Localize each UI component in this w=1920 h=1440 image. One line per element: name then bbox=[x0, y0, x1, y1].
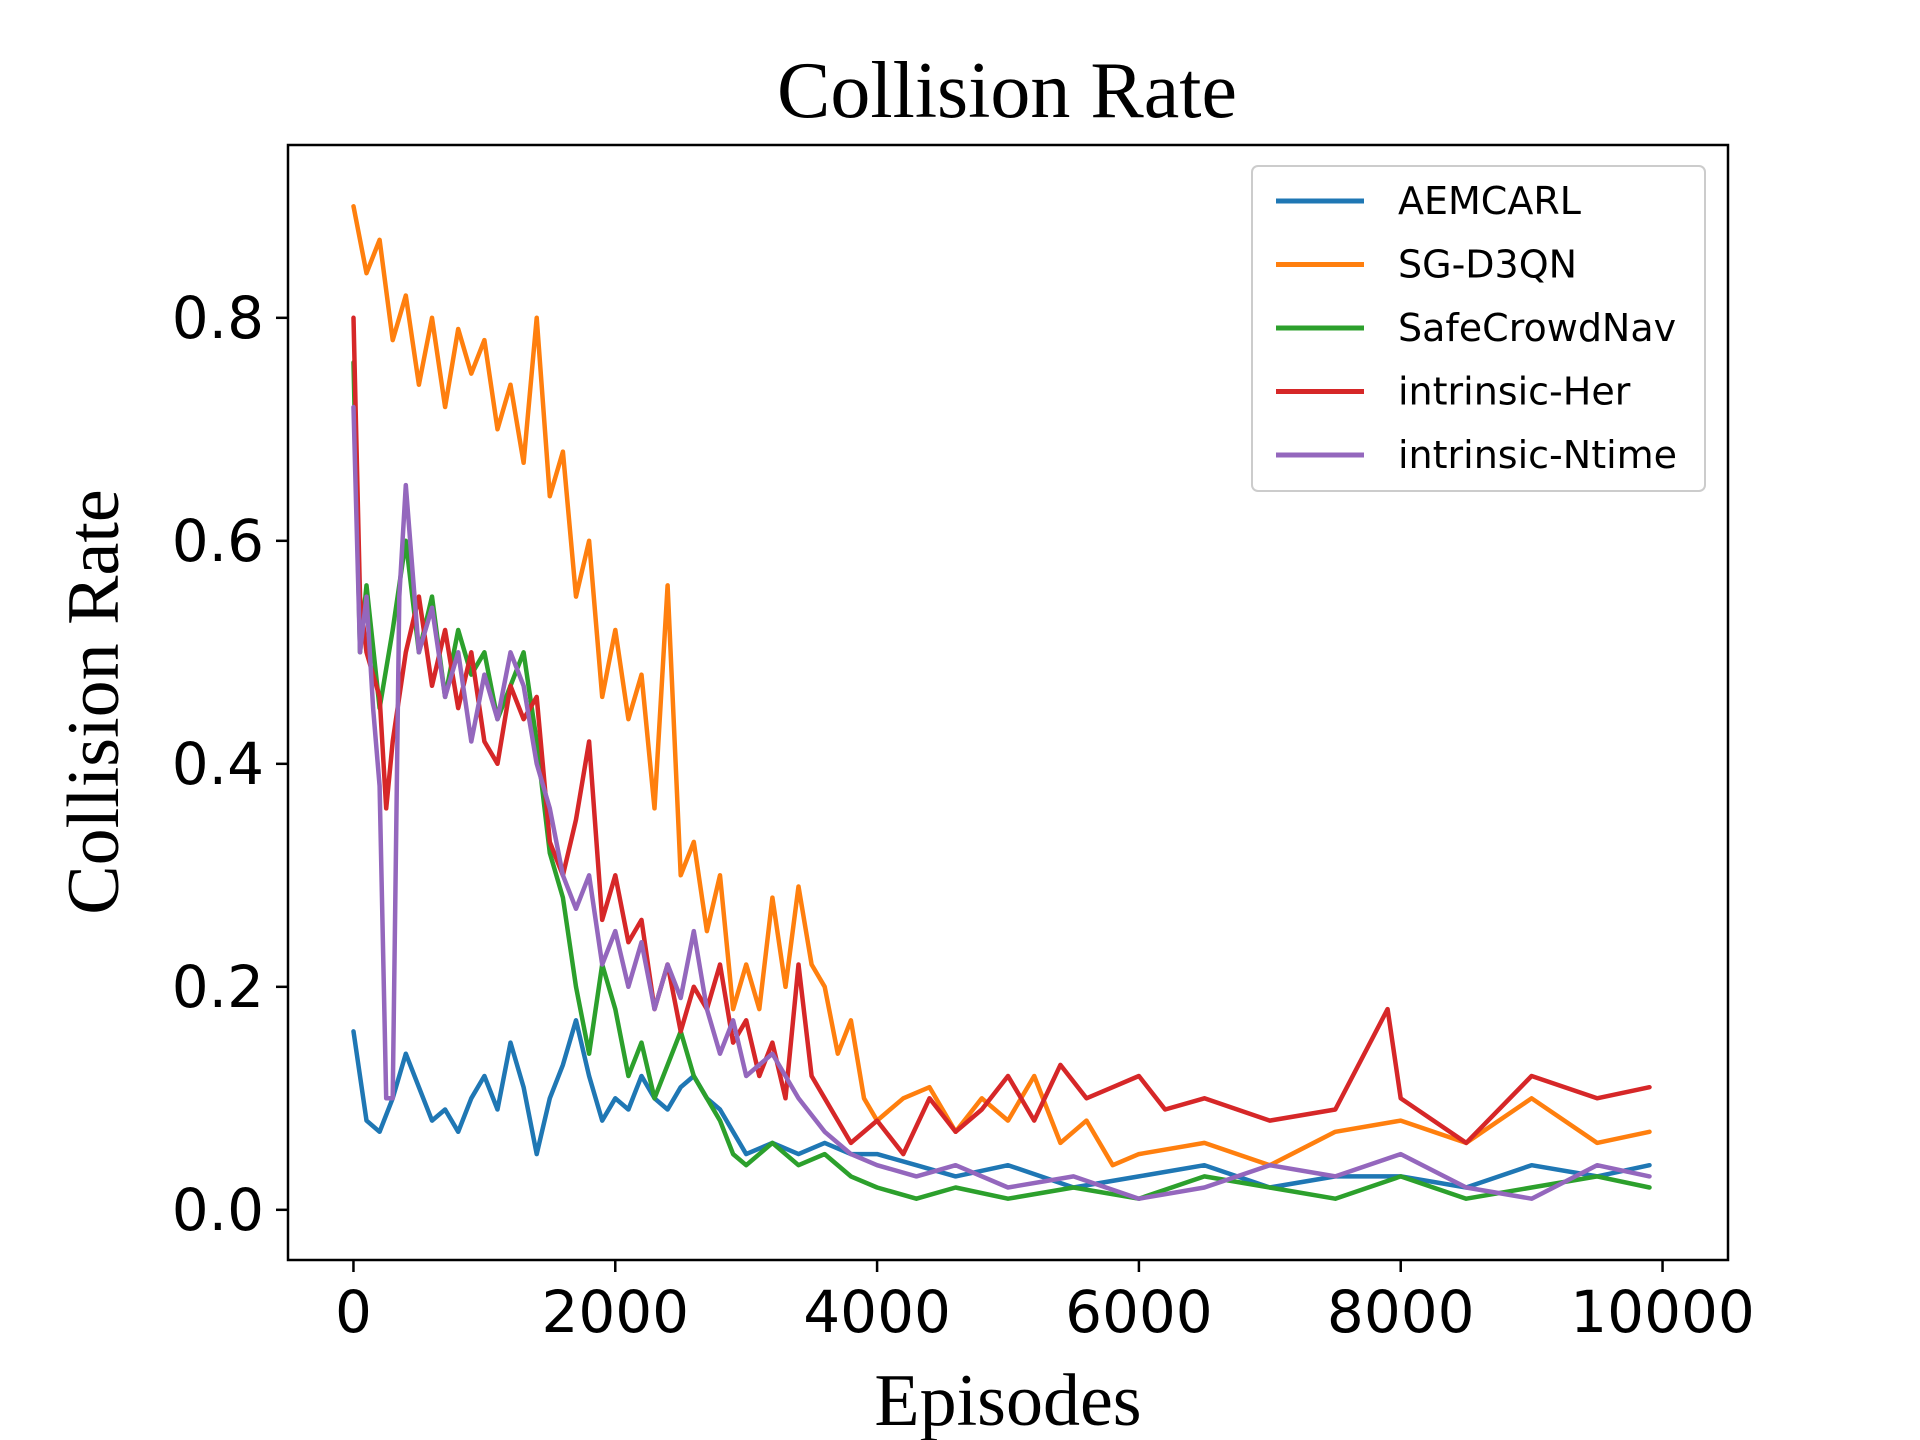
x-tick-label: 4000 bbox=[803, 1278, 951, 1346]
x-tick-label: 0 bbox=[335, 1278, 372, 1346]
x-tick-label: 8000 bbox=[1327, 1278, 1475, 1346]
series-line-sg-d3qn bbox=[351, 204, 1652, 1168]
legend-label: SafeCrowdNav bbox=[1398, 306, 1676, 350]
legend-label: SG-D3QN bbox=[1398, 243, 1577, 287]
x-tick-label: 6000 bbox=[1065, 1278, 1213, 1346]
legend-label: intrinsic-Ntime bbox=[1398, 433, 1677, 477]
series-line-intrinsic-her bbox=[351, 315, 1652, 1157]
legend-items: AEMCARL SG-D3QN SafeCrowdNav intrinsic-Her i… bbox=[1276, 179, 1677, 477]
y-tick-label: 0.2 bbox=[172, 953, 264, 1021]
x-axis-ticks: 0 2000 4000 6000 8000 10000 bbox=[335, 1260, 1755, 1346]
y-tick-label: 0.8 bbox=[172, 284, 264, 352]
y-tick-label: 0.0 bbox=[172, 1176, 264, 1244]
legend-box bbox=[1251, 165, 1706, 492]
x-tick-label: 10000 bbox=[1570, 1278, 1755, 1346]
series-line-aemcarl bbox=[351, 1018, 1652, 1190]
series-line-intrinsic-ntime bbox=[351, 404, 1652, 1201]
chart-title: Collision Rate bbox=[777, 47, 1237, 135]
series-layer bbox=[351, 204, 1652, 1201]
plot-frame bbox=[286, 143, 1730, 1262]
legend-label: AEMCARL bbox=[1398, 179, 1581, 223]
x-tick-label: 2000 bbox=[541, 1278, 689, 1346]
legend: AEMCARL SG-D3QN SafeCrowdNav intrinsic-Her i… bbox=[1251, 165, 1706, 492]
legend-label: intrinsic-Her bbox=[1398, 370, 1631, 414]
y-axis-label: Collision Rate bbox=[53, 489, 135, 915]
x-axis-label: Episodes bbox=[874, 1360, 1141, 1440]
y-tick-label: 0.4 bbox=[172, 730, 264, 798]
y-axis-ticks: 0.0 0.2 0.4 0.6 0.8 bbox=[172, 284, 288, 1244]
y-tick-label: 0.6 bbox=[172, 507, 264, 575]
